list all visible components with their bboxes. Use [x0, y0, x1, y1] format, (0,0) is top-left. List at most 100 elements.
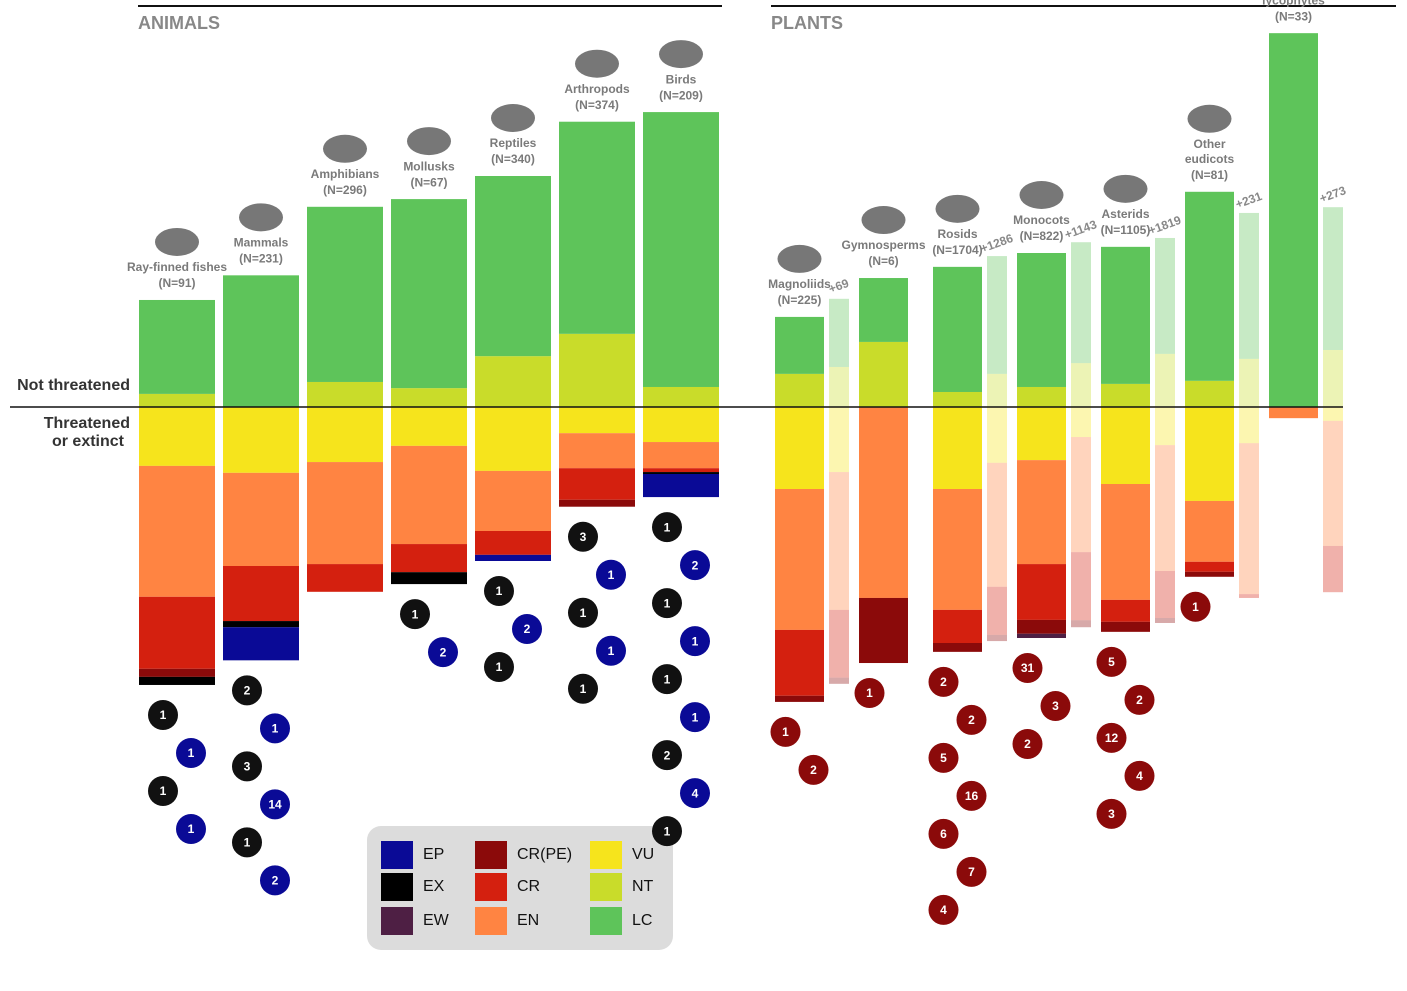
bar-segment: [139, 668, 215, 677]
group-icon: [323, 134, 367, 163]
bar-segment: [139, 299, 215, 394]
bar-segment: [829, 298, 849, 367]
extinct-count: 3: [1052, 699, 1059, 713]
bar-segment: [307, 206, 383, 382]
legend-swatch: [590, 907, 622, 935]
group-n: (N=225): [778, 293, 822, 307]
extinct-silhouette: [680, 626, 710, 657]
extinct-count: 1: [664, 824, 671, 838]
extinct-silhouette: [652, 588, 682, 619]
extinct-count: 1: [580, 682, 587, 696]
bar-segment: [933, 391, 982, 407]
extinct-count: 1: [580, 606, 587, 620]
extinct-silhouette: [652, 512, 682, 543]
group-icon: [861, 206, 906, 235]
group-icon: [777, 244, 822, 273]
extinct-count: 6: [940, 827, 947, 841]
bar-segment: [1017, 564, 1066, 620]
group-name: Monocots: [1013, 213, 1070, 227]
bar-segment: [1155, 617, 1175, 623]
extinct-count: 14: [268, 798, 282, 812]
extinct-count: 1: [782, 725, 789, 739]
extinct-count: 16: [965, 789, 979, 803]
extinct-count: 1: [160, 784, 167, 798]
extinct-count: 2: [1024, 737, 1031, 751]
bar-segment: [1101, 621, 1150, 632]
extinct-silhouette: [854, 678, 885, 709]
group-icon: [1103, 174, 1148, 203]
bar-segment: [775, 695, 824, 702]
extinct-silhouette: [1124, 760, 1155, 791]
bar-segment: [391, 572, 467, 585]
bar-segment: [391, 407, 467, 446]
group-n: (N=374): [575, 98, 619, 112]
bar-segment: [1155, 407, 1175, 446]
extinct-count: 1: [160, 708, 167, 722]
group-icon: [239, 203, 283, 232]
bar-segment: [1071, 437, 1091, 553]
bar-segment: [1323, 207, 1343, 351]
bar-segment: [987, 256, 1007, 374]
bar-segment: [775, 373, 824, 407]
group-name: Other: [1193, 137, 1225, 151]
extinct-count: 2: [968, 713, 975, 727]
legend-swatch: [475, 841, 507, 869]
group-n: (N=340): [491, 152, 535, 166]
bar-segment: [933, 407, 982, 490]
group-n: (N=67): [410, 175, 447, 189]
extinct-count: 2: [664, 748, 671, 762]
bar-segment: [859, 597, 908, 664]
extinct-silhouette: [232, 827, 262, 858]
extinct-silhouette: [1096, 722, 1127, 753]
bar-segment: [1101, 383, 1150, 407]
extinct-silhouette: [568, 597, 598, 628]
bar-segment: [1101, 407, 1150, 484]
extinct-silhouette: [484, 576, 514, 606]
legend-label: EN: [517, 912, 539, 929]
bar-segment: [1185, 571, 1234, 577]
extinct-count: 2: [692, 558, 699, 572]
bar-segment: [643, 472, 719, 474]
extinct-count: 5: [940, 751, 947, 765]
extinct-count: 2: [440, 645, 447, 659]
bar-segment: [1101, 246, 1150, 384]
bar-segment: [475, 356, 551, 407]
bar-segment: [223, 627, 299, 661]
bar-segment: [643, 386, 719, 407]
bar-segment: [475, 176, 551, 357]
bar-segment: [1155, 445, 1175, 572]
extinct-silhouette: [568, 521, 598, 552]
bar-segment: [1017, 633, 1066, 638]
extinct-silhouette: [928, 894, 959, 925]
legend-swatch: [381, 873, 413, 901]
group-n: (N=81): [1191, 168, 1228, 182]
extra-label: +273: [1318, 183, 1348, 206]
extinct-silhouette: [956, 780, 987, 811]
legend-label: CR(PE): [517, 846, 572, 863]
bar-segment: [307, 462, 383, 565]
legend-swatch: [590, 873, 622, 901]
extinct-silhouette: [1124, 684, 1155, 715]
extinct-silhouette: [484, 652, 514, 682]
bar-segment: [933, 266, 982, 392]
bar-segment: [1323, 420, 1343, 546]
bar-segment: [1323, 407, 1343, 421]
extinct-count: 2: [810, 763, 817, 777]
group-n: (N=91): [158, 276, 195, 290]
bar-segment: [829, 609, 849, 678]
bar-segment: [1101, 484, 1150, 600]
legend-swatch: [475, 873, 507, 901]
bar-segment: [775, 629, 824, 696]
bar-segment: [829, 407, 849, 473]
extinct-count: 1: [866, 686, 873, 700]
bar-segment: [307, 407, 383, 463]
bar-segment: [1239, 358, 1259, 407]
extinct-silhouette: [596, 559, 626, 590]
extinct-silhouette: [400, 599, 430, 630]
extinct-count: 1: [1192, 600, 1199, 614]
extinct-silhouette: [680, 702, 710, 733]
group-n: (N=1704): [932, 243, 982, 257]
extinct-silhouette: [1096, 646, 1127, 677]
bar-segment: [139, 465, 215, 597]
